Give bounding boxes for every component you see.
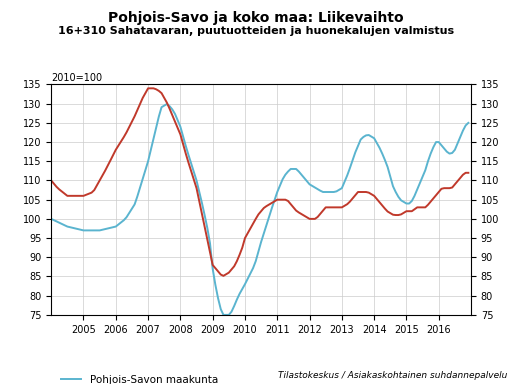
Pohjois-Savon maakunta (48, 217, 54, 221)
Koko maa (220, 273, 226, 278)
Text: Tilastokeskus / Asiakaskohtainen suhdannepalvelu: Tilastokeskus / Asiakaskohtainen suhdann… (278, 371, 507, 380)
Pohjois-Savon maakunta (465, 121, 472, 125)
Pohjois-Savon maakunta (220, 313, 226, 317)
Pohjois-Savon maakunta (153, 126, 159, 130)
Koko maa (342, 204, 348, 208)
Koko maa (301, 214, 307, 218)
Line: Pohjois-Savon maakunta: Pohjois-Savon maakunta (51, 104, 468, 315)
Pohjois-Savon maakunta (342, 179, 348, 184)
Koko maa (156, 89, 162, 93)
Text: 2010=100: 2010=100 (51, 73, 102, 83)
Koko maa (48, 178, 54, 183)
Pohjois-Savon maakunta (301, 175, 307, 180)
Koko maa (207, 250, 213, 255)
Pohjois-Savon maakunta (390, 184, 396, 189)
Line: Koko maa: Koko maa (51, 88, 468, 276)
Koko maa (145, 86, 151, 91)
Pohjois-Savon maakunta (164, 102, 170, 106)
Pohjois-Savon maakunta (207, 241, 213, 245)
Koko maa (465, 170, 472, 175)
Legend: Pohjois-Savon maakunta, Koko maa: Pohjois-Savon maakunta, Koko maa (56, 371, 222, 384)
Pohjois-Savon maakunta (226, 313, 232, 317)
Koko maa (390, 212, 396, 217)
Text: Pohjois-Savo ja koko maa: Liikevaihto: Pohjois-Savo ja koko maa: Liikevaihto (108, 11, 404, 25)
Text: 16+310 Sahatavaran, puutuotteiden ja huonekalujen valmistus: 16+310 Sahatavaran, puutuotteiden ja huo… (58, 26, 454, 36)
Koko maa (226, 270, 232, 275)
